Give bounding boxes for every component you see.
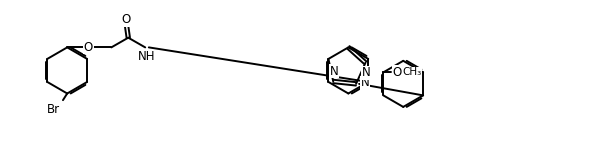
Text: O: O xyxy=(84,41,93,54)
Text: NH: NH xyxy=(138,50,155,63)
Text: CH₃: CH₃ xyxy=(402,67,422,77)
Text: O: O xyxy=(393,66,402,79)
Text: O: O xyxy=(122,13,131,26)
Text: N: N xyxy=(361,76,370,89)
Text: N: N xyxy=(330,65,338,78)
Text: N: N xyxy=(362,66,370,79)
Text: Br: Br xyxy=(47,103,60,116)
